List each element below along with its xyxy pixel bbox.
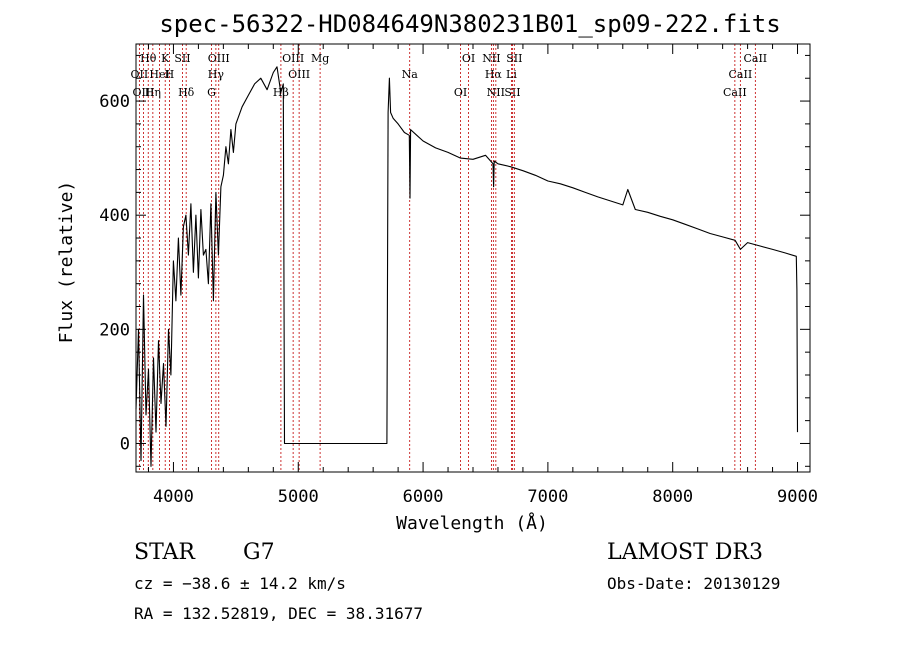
line-marker-label: OIII (282, 52, 304, 65)
x-tick-label: 5000 (278, 487, 319, 507)
line-marker-label: H (165, 68, 175, 81)
y-tick-label: 400 (99, 206, 130, 226)
y-tick-label: 200 (99, 320, 130, 340)
spectrum-chart: spec-56322-HD084649N380231B01_sp09-222.f… (56, 10, 818, 534)
line-marker-label: CaII (723, 86, 747, 99)
x-axis-label: Wavelength (Å) (396, 512, 548, 534)
survey-name: LAMOST DR3 (607, 540, 763, 565)
line-marker-label: SII (506, 52, 522, 65)
x-tick-label: 9000 (777, 487, 818, 507)
redshift: cz = −38.6 ± 14.2 km/s (134, 574, 346, 593)
line-markers: HθOIIOIIIKHeIHηSIIHHδOIIIHγGOIIIOIIIHβMg… (131, 44, 767, 472)
line-marker-label: K (161, 52, 170, 65)
line-marker-label: CaII (743, 52, 767, 65)
x-axis: 4000 5000 6000 7000 8000 9000 (147, 44, 818, 507)
x-tick-label: 7000 (527, 487, 568, 507)
object-type: STAR (134, 540, 195, 565)
spectrum-line (135, 66, 799, 467)
y-tick-label: 0 (120, 434, 130, 454)
coordinates: RA = 132.52819, DEC = 38.31677 (134, 604, 423, 623)
line-marker-label: OII (131, 68, 149, 81)
line-marker-label: CaII (729, 68, 753, 81)
x-tick-label: 4000 (153, 487, 194, 507)
chart-title: spec-56322-HD084649N380231B01_sp09-222.f… (159, 10, 780, 38)
y-axis: 0 200 400 600 (99, 54, 810, 467)
line-marker-label: Hγ (208, 68, 225, 81)
line-marker-label: Mg (311, 52, 329, 65)
line-marker-label: OIII (132, 86, 154, 99)
x-tick-label: 8000 (652, 487, 693, 507)
line-marker-label: OIII (208, 52, 230, 65)
line-marker-label: SII (174, 52, 190, 65)
line-marker-label: Na (402, 68, 419, 81)
line-marker-label: Hα (485, 68, 503, 81)
plot-frame (135, 43, 811, 473)
line-marker-label: Hθ (140, 52, 157, 65)
line-marker-label: G (207, 86, 216, 99)
line-marker-label: Li (506, 68, 517, 81)
line-marker-label: HeI (149, 68, 169, 81)
line-marker-label: Hη (145, 86, 161, 99)
obs-date: Obs-Date: 20130129 (607, 574, 781, 593)
y-tick-label: 600 (99, 92, 130, 112)
line-marker-label: OI (462, 52, 475, 65)
line-marker-label: NII (487, 86, 505, 99)
line-marker-label: NII (482, 52, 500, 65)
line-marker-label: OIII (288, 68, 310, 81)
y-axis-label: Flux (relative) (56, 181, 77, 344)
line-marker-label: Hδ (178, 86, 195, 99)
line-marker-label: OI (454, 86, 467, 99)
line-marker-label: SII (504, 86, 520, 99)
x-tick-label: 6000 (403, 487, 444, 507)
subclass: G7 (243, 540, 275, 565)
